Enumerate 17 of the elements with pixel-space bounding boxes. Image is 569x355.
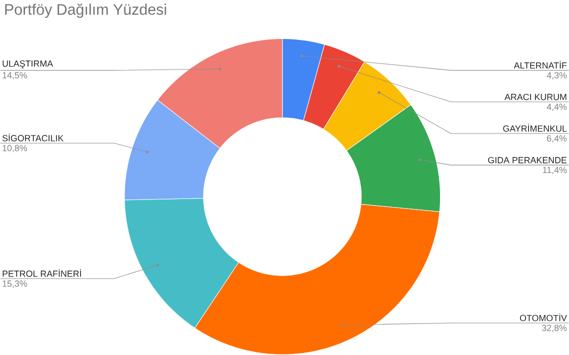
slice-label: ULAŞTIRMA (2, 60, 54, 69)
slice-label: ARACI KURUM (504, 94, 566, 100)
slice-label: PETROL RAFİNERİ (2, 269, 81, 277)
data-label: 6,4% (547, 135, 567, 143)
slice-label: ALTERNATİF (514, 60, 567, 69)
data-label: 10,8% (2, 145, 28, 152)
slice-label: GAYRİMENKUL (503, 124, 567, 132)
data-label: 11,4% (543, 166, 567, 174)
slice-label: SİGORTACILIK (2, 134, 64, 142)
data-label: 15,3% (2, 280, 28, 288)
data-label: 32,8% (542, 324, 567, 332)
slice-label: OTOMOTİV (520, 313, 567, 322)
slice-label: GIDA PERAKENDE (488, 157, 567, 164)
data-label: 4,3% (546, 72, 567, 80)
chart-title: Portföy Dağılım Yüzdesi (5, 4, 166, 18)
data-label: 4,4% (546, 104, 567, 112)
data-label: 14,5% (2, 72, 28, 80)
